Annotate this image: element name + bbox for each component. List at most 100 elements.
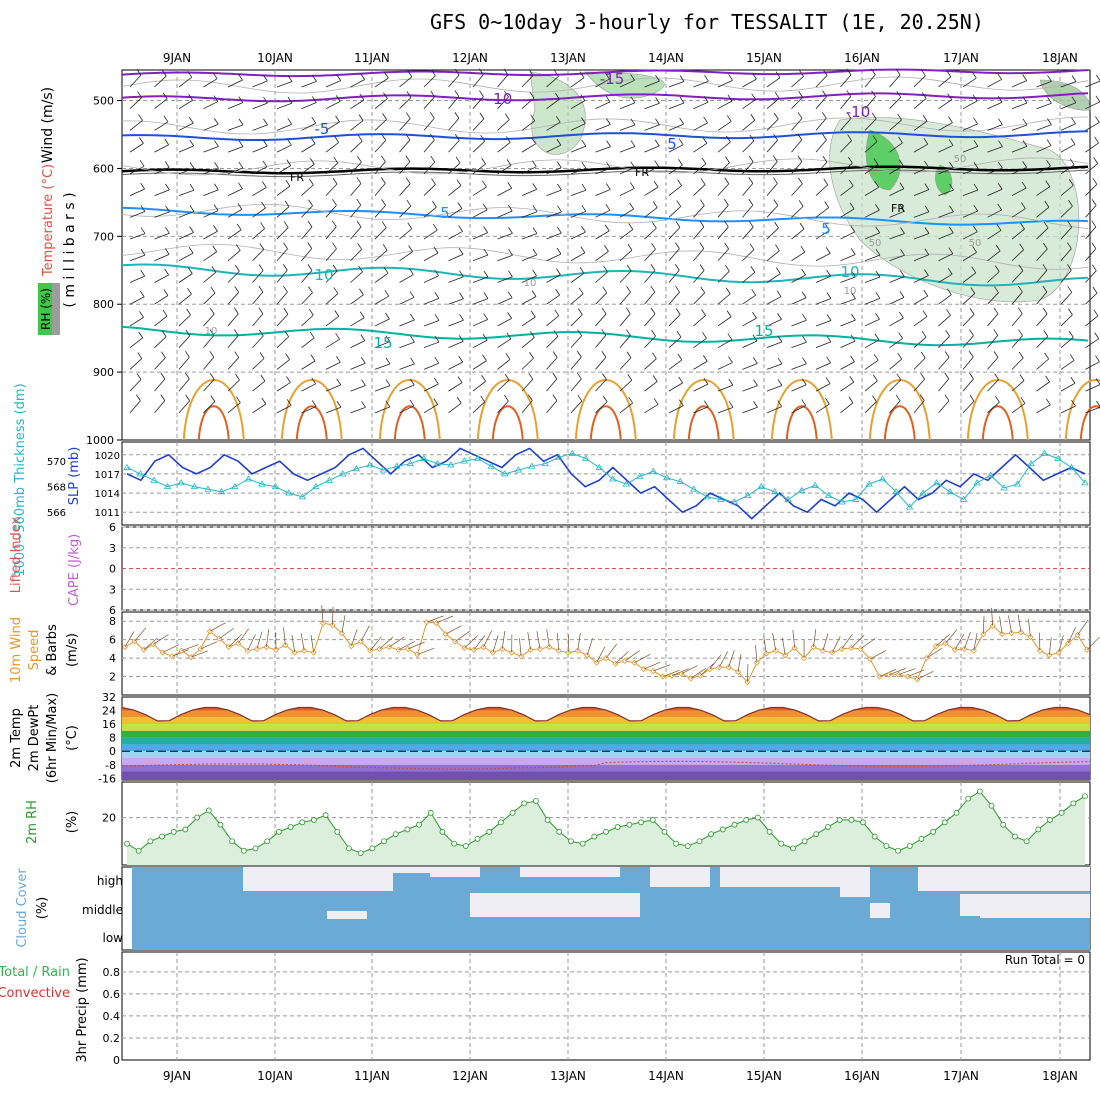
temp-tick-label: 16 <box>102 718 116 731</box>
temp-tick-label: 0 <box>109 745 116 758</box>
wind-barb-flag <box>729 74 733 80</box>
wind-barb <box>694 102 709 109</box>
wind-barb-flag <box>214 118 218 124</box>
wind-barb <box>841 403 853 413</box>
wind-10m-barb <box>493 635 498 652</box>
wind-barb <box>1037 405 1051 413</box>
rh-2m-point <box>1059 810 1064 815</box>
wind-barb-flag <box>335 310 339 316</box>
cloud-clear-patch <box>720 867 840 887</box>
wind-barb <box>498 255 513 260</box>
rh-2m-point <box>417 822 422 827</box>
cloud-clear-patch <box>430 867 480 877</box>
wind-barb <box>620 314 630 326</box>
wind-barb <box>1061 292 1072 304</box>
wind-barb-flag <box>582 162 586 168</box>
wind-barb-flag <box>261 223 265 229</box>
wind-barb <box>890 277 905 283</box>
wind-barb <box>179 357 189 369</box>
wind-barb <box>547 316 559 326</box>
isotherm-label: 10 <box>314 266 333 284</box>
wind-barb-flag <box>750 244 754 250</box>
wind-barb-flag <box>189 117 193 123</box>
wind-barb <box>1012 336 1023 348</box>
wind-barb-flag <box>725 178 729 184</box>
wind-barb <box>400 98 411 109</box>
wind-barb-flag <box>827 357 831 363</box>
precip-tick-label: 0.6 <box>103 988 121 1001</box>
wind-barb <box>155 275 169 282</box>
wind-barb <box>277 186 290 195</box>
axis-label-2m-rh: 2m RH <box>25 800 40 844</box>
wind-barb <box>767 206 778 218</box>
wind-barb <box>228 189 242 196</box>
wind-barb <box>155 337 167 348</box>
rh-2m-point <box>1083 794 1088 799</box>
wind-barb <box>179 379 189 391</box>
wind-barb <box>253 381 265 391</box>
date-label-top: 18JAN <box>1042 51 1078 65</box>
wind-barb <box>841 382 854 391</box>
wind-barb-flag <box>994 308 998 314</box>
rh-2m-point <box>230 839 235 844</box>
hot-dome <box>591 406 621 440</box>
wind-barb <box>718 121 731 130</box>
wind-barb-flag <box>459 356 463 362</box>
wind-barb <box>963 357 973 369</box>
wind-barb-flag <box>457 180 461 186</box>
pressure-tick-label: 1000 <box>86 434 114 447</box>
cloud-level-label: middle <box>82 903 123 917</box>
wind-barb <box>792 140 802 152</box>
rh-tick-label: 20 <box>102 812 116 825</box>
wind-barb <box>1086 249 1096 261</box>
wind-barb-flag <box>336 333 340 339</box>
wind-10m-barb <box>210 623 226 632</box>
date-label-bottom: 12JAN <box>452 1069 488 1083</box>
wind-barb-flag <box>187 309 191 315</box>
wind-barb <box>767 385 782 391</box>
wind-barb-flag <box>259 286 263 292</box>
wind-barb <box>449 118 459 130</box>
wind-barb-flag <box>309 200 313 206</box>
wind-barb <box>841 255 856 261</box>
wind-barb <box>865 277 880 282</box>
wind-barb <box>1086 205 1097 217</box>
axis-label-millibars: ( m i l l i b a r s ) <box>62 192 78 307</box>
wind-barb <box>326 142 339 152</box>
temp-band <box>122 765 1090 772</box>
wind-barb <box>522 317 535 326</box>
wind-barb-flag <box>483 204 487 210</box>
wind-barb <box>767 364 782 369</box>
wind-barb <box>522 379 533 391</box>
rh-2m-point <box>265 839 270 844</box>
wind-barb <box>718 184 729 196</box>
wind-barb-flag <box>628 374 632 380</box>
wind-10m-barb <box>417 648 434 654</box>
wind-barb <box>400 184 411 196</box>
wind-barb-flag <box>211 287 215 293</box>
wind-barb-flag <box>1019 352 1023 358</box>
wind-barb-flag <box>361 380 365 386</box>
rh-2m-point <box>358 851 363 856</box>
wind-barb-flag <box>284 243 288 249</box>
rh-2m-point <box>1071 801 1076 806</box>
wind-barb <box>253 208 266 217</box>
wind-barb-flag <box>235 286 239 292</box>
wind-barb <box>841 320 856 326</box>
cloud-clear-patch <box>327 911 367 919</box>
wind-barb-flag <box>288 118 292 124</box>
wind-barb <box>179 123 193 130</box>
wind-barb <box>890 97 901 108</box>
wind-barb-flag <box>778 379 782 385</box>
wind-barb-flag <box>359 289 363 295</box>
wind-barb <box>988 102 1003 108</box>
rh-2m-point <box>954 810 959 815</box>
wind-barb-flag <box>411 336 415 342</box>
wind-barb <box>277 124 292 130</box>
rh-2m-point <box>627 822 632 827</box>
wind-barb-flag <box>751 114 755 120</box>
wind-barb-flag <box>774 113 778 119</box>
date-label-bottom: 16JAN <box>844 1069 880 1083</box>
rh-2m-point <box>592 834 597 839</box>
stability-tick-label: 6 <box>109 521 116 534</box>
